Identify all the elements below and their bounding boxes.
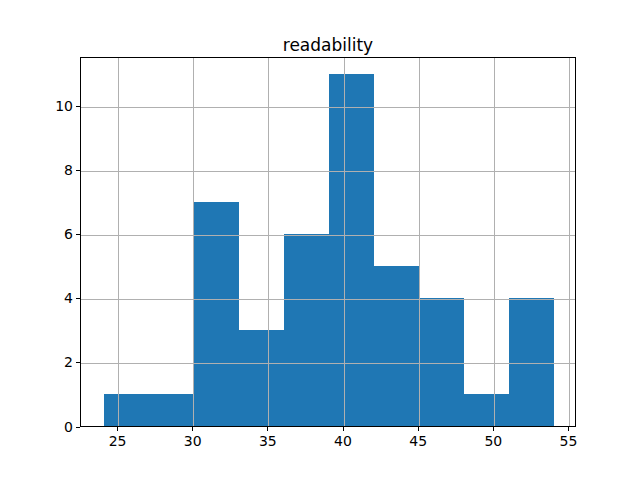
vertical-gridline [344,58,345,426]
x-tick-mark [493,427,494,431]
grid-layer [81,58,575,426]
x-tick-label: 30 [171,433,215,450]
y-tick-label: 0 [28,419,73,436]
plot-area [80,57,576,427]
y-tick-label: 4 [28,290,73,307]
y-tick-mark [76,427,80,428]
y-tick-label: 10 [28,98,73,115]
chart-title: readability [80,35,576,55]
x-tick-mark [568,427,569,431]
horizontal-gridline [81,171,575,172]
vertical-gridline [268,58,269,426]
y-tick-label: 6 [28,226,73,243]
y-tick-mark [76,298,80,299]
horizontal-gridline [81,299,575,300]
x-tick-mark [418,427,419,431]
x-tick-label: 35 [246,433,290,450]
y-tick-mark [76,234,80,235]
x-tick-label: 40 [321,433,365,450]
horizontal-gridline [81,107,575,108]
y-tick-label: 8 [28,162,73,179]
figure: readability 25 30 35 40 45 50 55 0 2 4 6 8 10 [0,0,640,480]
x-tick-label: 55 [546,433,590,450]
vertical-gridline [193,58,194,426]
y-tick-mark [76,362,80,363]
y-tick-label: 2 [28,354,73,371]
y-tick-mark [76,170,80,171]
x-tick-label: 50 [471,433,515,450]
vertical-gridline [419,58,420,426]
x-tick-mark [192,427,193,431]
vertical-gridline [569,58,570,426]
y-tick-mark [76,106,80,107]
x-tick-label: 25 [96,433,140,450]
x-tick-mark [343,427,344,431]
x-tick-label: 45 [396,433,440,450]
horizontal-gridline [81,363,575,364]
vertical-gridline [494,58,495,426]
x-tick-mark [117,427,118,431]
x-tick-mark [267,427,268,431]
vertical-gridline [118,58,119,426]
horizontal-gridline [81,235,575,236]
